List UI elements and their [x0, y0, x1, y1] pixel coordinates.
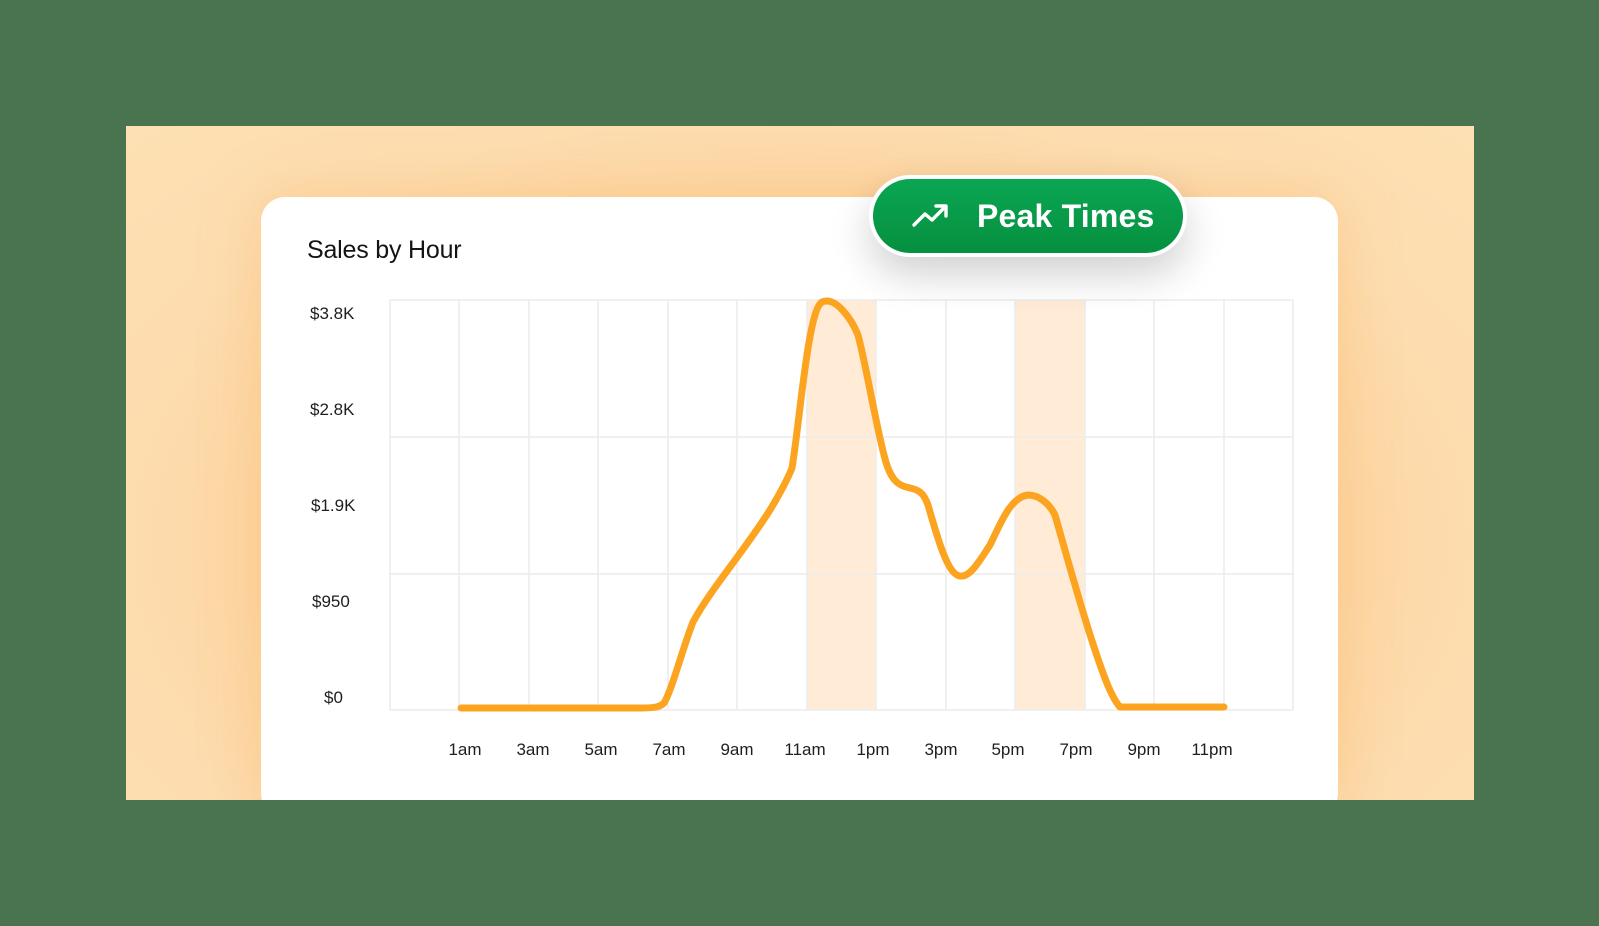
x-tick-label: 5am	[584, 740, 618, 759]
bottom-background	[0, 800, 1599, 926]
peak-times-badge[interactable]: Peak Times	[869, 175, 1187, 257]
x-tick-label: 3am	[516, 740, 550, 759]
y-tick-label: $950	[312, 592, 350, 611]
x-tick-label: 5pm	[991, 740, 1025, 759]
x-tick-label: 11pm	[1191, 740, 1233, 759]
x-tick-label: 7am	[652, 740, 686, 759]
y-tick-label: $3.8K	[310, 304, 355, 323]
y-tick-label: $0	[324, 688, 343, 707]
y-tick-label: $1.9K	[311, 496, 356, 515]
sales-line	[457, 297, 1228, 712]
x-tick-label: 3pm	[924, 740, 958, 759]
peak-times-label: Peak Times	[977, 197, 1155, 234]
chart-title: Sales by Hour	[307, 236, 462, 264]
x-tick-label: 1pm	[856, 740, 890, 759]
trending-up-icon	[912, 204, 948, 227]
y-tick-label: $2.8K	[310, 400, 355, 419]
x-tick-label: 11am	[784, 740, 826, 759]
x-tick-label: 1am	[448, 740, 482, 759]
x-tick-label: 9am	[720, 740, 754, 759]
x-tick-label: 9pm	[1127, 740, 1161, 759]
x-tick-label: 7pm	[1059, 740, 1093, 759]
